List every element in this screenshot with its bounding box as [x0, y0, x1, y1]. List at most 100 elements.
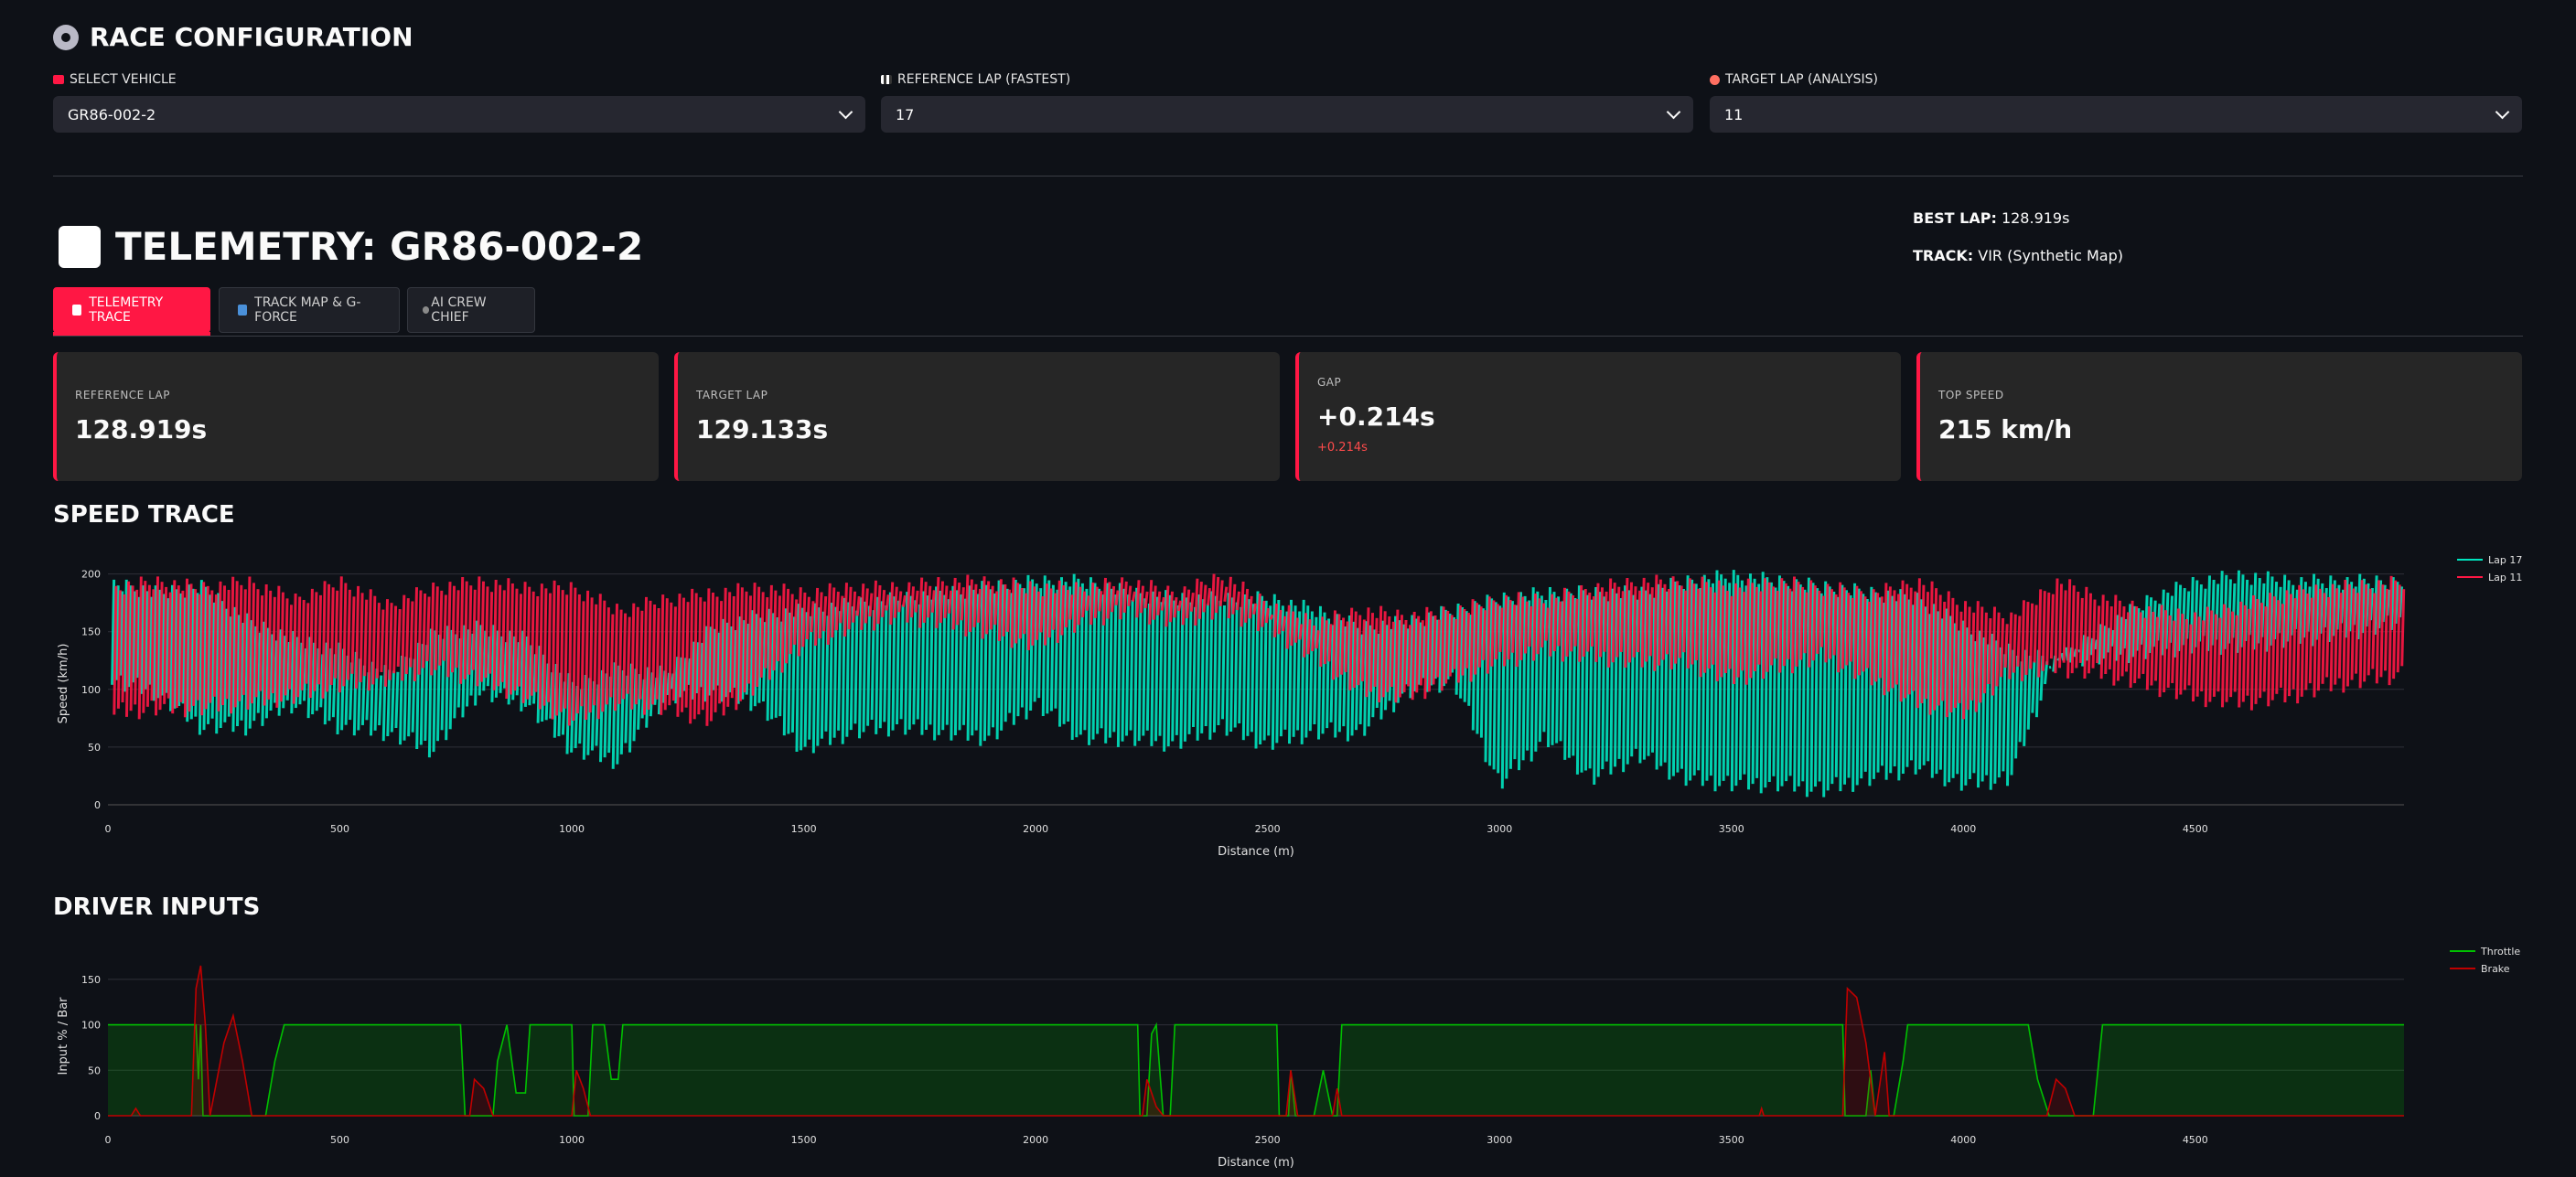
active-tab-underline [53, 332, 210, 336]
x-tick-label: 1500 [791, 1134, 817, 1146]
x-tick-label: 500 [330, 823, 349, 835]
y-tick-label: 100 [81, 684, 101, 696]
x-tick-label: 4500 [2183, 1134, 2208, 1146]
reference-select-value: 17 [896, 105, 915, 123]
x-tick-label: 1000 [559, 823, 585, 835]
reference-label-text: REFERENCE LAP (FASTEST) [897, 72, 1071, 87]
tab-label: TRACK MAP & G-FORCE [254, 295, 361, 325]
chevron-down-icon [2495, 104, 2510, 120]
track-info: TRACK: VIR (Synthetic Map) [1913, 247, 2123, 264]
track-label: TRACK: [1913, 247, 1974, 264]
target-lap-select[interactable]: 11 [1710, 96, 2522, 133]
race-config-header: RACE CONFIGURATION [53, 22, 413, 52]
y-tick-label: 50 [88, 742, 101, 754]
best-lap-label: BEST LAP: [1913, 209, 1997, 227]
y-axis-label: Input % / Bar [57, 997, 70, 1075]
gear-icon [53, 24, 79, 50]
series-line-brake [108, 965, 2404, 1117]
target-select-label: TARGET LAP (ANALYSIS) [1710, 72, 2522, 87]
x-tick-label: 3500 [1719, 1134, 1744, 1146]
x-axis-label: Distance (m) [1218, 1156, 1294, 1170]
best-lap-value: 128.919s [2001, 209, 2070, 227]
tab-divider [53, 336, 2523, 337]
y-tick-label: 0 [94, 1110, 101, 1122]
metric-value: 129.133s [696, 414, 829, 444]
metric-delta: +0.214s [1317, 441, 1368, 455]
vehicle-select-value: GR86-002-2 [68, 105, 156, 123]
x-tick-label: 3000 [1487, 1134, 1512, 1146]
chevron-down-icon [838, 104, 853, 120]
reference-select-group: REFERENCE LAP (FASTEST) 17 [881, 72, 1693, 133]
x-axis-label: Distance (m) [1218, 845, 1294, 859]
x-tick-label: 1500 [791, 823, 817, 835]
y-tick-label: 200 [81, 569, 101, 581]
x-tick-label: 4000 [1950, 1134, 1976, 1146]
legend-label: Lap 11 [2488, 572, 2522, 583]
target-select-group: TARGET LAP (ANALYSIS) 11 [1710, 72, 2522, 133]
metric-label: REFERENCE LAP [75, 389, 170, 401]
x-tick-label: 4500 [2183, 823, 2208, 835]
driver-inputs-title: DRIVER INPUTS [53, 893, 261, 921]
tab-label: AI CREW CHIEF [431, 295, 487, 325]
metric-value: 215 km/h [1938, 414, 2073, 444]
y-tick-label: 100 [81, 1020, 101, 1032]
metric-value: +0.214s [1317, 401, 1435, 432]
metric-label: GAP [1317, 376, 1342, 389]
legend-label: Brake [2481, 963, 2510, 975]
tab-label: TELEMETRY TRACE [89, 295, 164, 325]
x-tick-label: 500 [330, 1134, 349, 1146]
reference-lap-select[interactable]: 17 [881, 96, 1693, 133]
chevron-down-icon [1666, 104, 1681, 120]
telemetry-title: TELEMETRY: GR86-002-2 [115, 224, 644, 269]
x-tick-label: 2000 [1023, 823, 1048, 835]
x-tick-label: 2000 [1023, 1134, 1048, 1146]
target-icon [1710, 74, 1720, 85]
tab-ai-crew-chief[interactable]: AI CREW CHIEF [407, 287, 535, 333]
vehicle-label-text: SELECT VEHICLE [70, 72, 177, 87]
x-tick-label: 2500 [1255, 823, 1281, 835]
target-select-value: 11 [1724, 105, 1744, 123]
car-icon [53, 75, 64, 84]
y-tick-label: 50 [88, 1065, 101, 1076]
series-area-throttle [108, 1024, 2404, 1116]
x-tick-label: 1000 [559, 1134, 585, 1146]
checkered-flag-icon [881, 75, 892, 84]
x-tick-label: 3500 [1719, 823, 1744, 835]
series-line-lap-11 [113, 573, 2406, 726]
x-tick-label: 4000 [1950, 823, 1976, 835]
speed-trace-title: SPEED TRACE [53, 501, 235, 529]
metric-value: 128.919s [75, 414, 208, 444]
metric-top-speed: TOP SPEED 215 km/h [1916, 352, 2522, 481]
y-tick-label: 150 [81, 974, 101, 986]
best-lap-info: BEST LAP: 128.919s [1913, 209, 2069, 227]
car-logo-icon [59, 225, 101, 268]
metric-label: TOP SPEED [1938, 389, 2004, 401]
y-tick-label: 150 [81, 626, 101, 638]
metric-target-lap: TARGET LAP 129.133s [674, 352, 1280, 481]
x-tick-label: 0 [105, 1134, 112, 1146]
metric-gap: GAP +0.214s +0.214s [1295, 352, 1901, 481]
vehicle-select[interactable]: GR86-002-2 [53, 96, 865, 133]
legend-label: Throttle [2480, 946, 2520, 958]
race-config-title: RACE CONFIGURATION [90, 22, 413, 52]
track-value: VIR (Synthetic Map) [1978, 247, 2123, 264]
y-axis-label: Speed (km/h) [57, 644, 70, 724]
legend-label: Lap 17 [2488, 554, 2522, 566]
tab-track-map[interactable]: TRACK MAP & G-FORCE [219, 287, 400, 333]
reference-select-label: REFERENCE LAP (FASTEST) [881, 72, 1693, 87]
target-label-text: TARGET LAP (ANALYSIS) [1725, 72, 1879, 87]
x-tick-label: 3000 [1487, 823, 1512, 835]
robot-icon [423, 306, 430, 314]
telemetry-header: TELEMETRY: GR86-002-2 [59, 224, 643, 269]
vehicle-select-group: SELECT VEHICLE GR86-002-2 [53, 72, 865, 133]
chart-icon [72, 305, 82, 316]
vehicle-select-label: SELECT VEHICLE [53, 72, 865, 87]
map-icon [238, 305, 248, 316]
x-tick-label: 0 [105, 823, 112, 835]
x-tick-label: 2500 [1255, 1134, 1281, 1146]
tab-telemetry-trace[interactable]: TELEMETRY TRACE [53, 287, 210, 333]
metric-reference-lap: REFERENCE LAP 128.919s [53, 352, 659, 481]
divider [53, 176, 2523, 177]
